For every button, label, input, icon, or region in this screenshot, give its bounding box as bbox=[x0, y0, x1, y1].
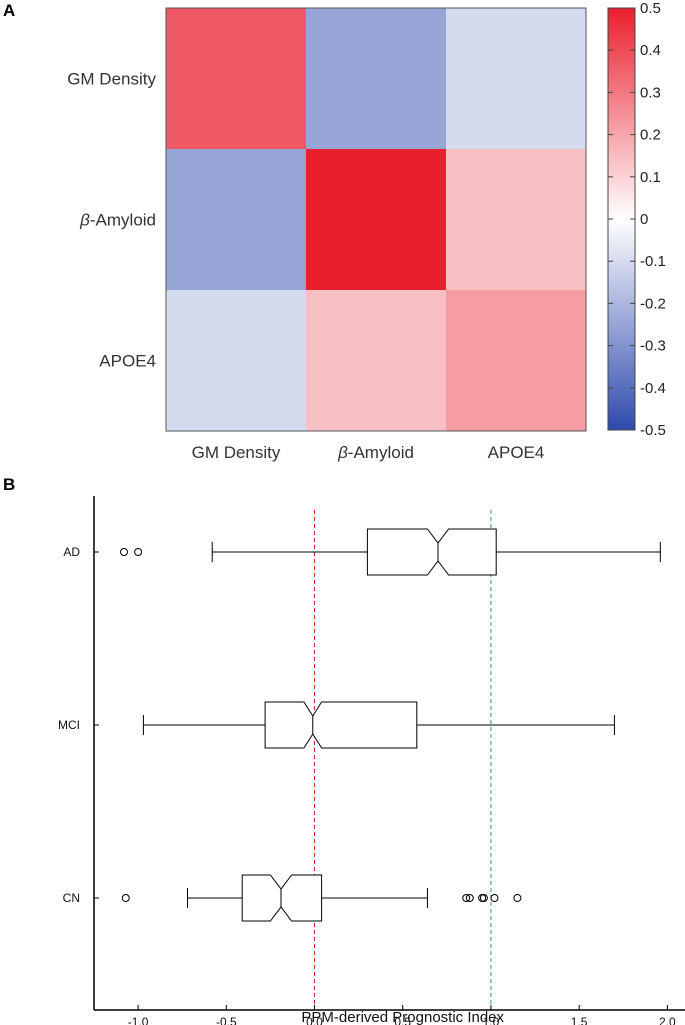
colorbar-tick-label: 0.1 bbox=[640, 169, 661, 186]
x-tick-label: -0.5 bbox=[216, 1015, 237, 1025]
box-ad-outlier bbox=[134, 548, 143, 556]
panel-label-b: B bbox=[3, 475, 15, 494]
heatmap-row-label-1-greek: β bbox=[79, 211, 90, 230]
x-axis-title: PPM-derived Prognostic Index bbox=[301, 1009, 504, 1025]
y-tick-label-mci: MCI bbox=[58, 718, 80, 732]
box-ad-outlier bbox=[119, 548, 128, 556]
x-tick-label: 1.5 bbox=[571, 1015, 588, 1025]
colorbar-tick-label: -0.1 bbox=[640, 253, 666, 270]
box-cn-outlier bbox=[465, 894, 474, 902]
box-ad-body bbox=[366, 528, 497, 576]
box-cn-outlier bbox=[121, 894, 130, 902]
heatmap-col-label-1-rest: -Amyloid bbox=[348, 443, 414, 462]
panel-label-a: A bbox=[3, 1, 15, 20]
heatmap-cell-2-2 bbox=[446, 290, 587, 432]
heatmap-cell-1-1 bbox=[306, 149, 447, 291]
heatmap-cell-0-0 bbox=[166, 8, 307, 150]
x-tick-label: -1.0 bbox=[128, 1015, 149, 1025]
x-tick-label: 1.0 bbox=[483, 1015, 500, 1025]
colorbar-tick-label: 0.2 bbox=[640, 127, 661, 144]
x-tick-label: 2.0 bbox=[659, 1015, 676, 1025]
x-tick-label: 0.5 bbox=[394, 1015, 411, 1025]
heatmap-col-label-0: GM Density bbox=[192, 443, 281, 462]
box-cn-outlier bbox=[513, 894, 522, 902]
colorbar-tick-label: 0.4 bbox=[640, 42, 661, 59]
correlation-heatmap bbox=[165, 7, 587, 432]
box-cn-body bbox=[241, 874, 323, 922]
colorbar-tick-label: -0.3 bbox=[640, 338, 666, 355]
colorbar-tick-label: 0.3 bbox=[640, 84, 661, 101]
colorbar-tick-label: -0.4 bbox=[640, 380, 666, 397]
heatmap-row-label-0: GM Density bbox=[67, 70, 156, 89]
colorbar: 0.5 0.4 0.3 0.2 0.1 0 -0.1 -0.2 -0.3 -0.4 -0.5 bbox=[607, 0, 666, 439]
box-mci-body bbox=[264, 701, 418, 749]
heatmap-row-label-1: β-Amyloid bbox=[79, 211, 156, 230]
heatmap-cell-2-0 bbox=[166, 290, 307, 432]
box-cn-outlier bbox=[490, 894, 499, 902]
heatmap-cell-1-0 bbox=[166, 149, 307, 291]
heatmap-col-label-1: β-Amyloid bbox=[337, 443, 414, 462]
colorbar-tick-label: -0.2 bbox=[640, 295, 666, 312]
heatmap-cell-1-2 bbox=[446, 149, 587, 291]
x-tick-label: 0.0 bbox=[306, 1015, 323, 1025]
heatmap-cell-0-2 bbox=[446, 8, 587, 150]
heatmap-cell-2-1 bbox=[306, 290, 447, 432]
heatmap-col-label-1-greek: β bbox=[337, 443, 348, 462]
colorbar-tick-label: 0 bbox=[640, 211, 648, 228]
box-cn-outlier bbox=[462, 894, 471, 902]
heatmap-cell-0-1 bbox=[306, 8, 447, 150]
colorbar-tick-label: 0.5 bbox=[640, 0, 661, 17]
heatmap-row-label-1-rest: -Amyloid bbox=[90, 211, 156, 230]
y-tick-label-ad: AD bbox=[63, 545, 80, 559]
heatmap-col-label-2: APOE4 bbox=[488, 443, 545, 462]
colorbar-tick-label: -0.5 bbox=[640, 422, 666, 439]
heatmap-row-label-2: APOE4 bbox=[99, 352, 156, 371]
heatmap-frame bbox=[165, 7, 587, 432]
box-cn-outlier bbox=[479, 894, 488, 902]
boxplot-chart: -1.0 -0.5 0.0 0.5 1.0 1.5 2.0 PPM-derived Progn… bbox=[58, 496, 685, 1025]
y-tick-label-cn: CN bbox=[63, 891, 80, 905]
